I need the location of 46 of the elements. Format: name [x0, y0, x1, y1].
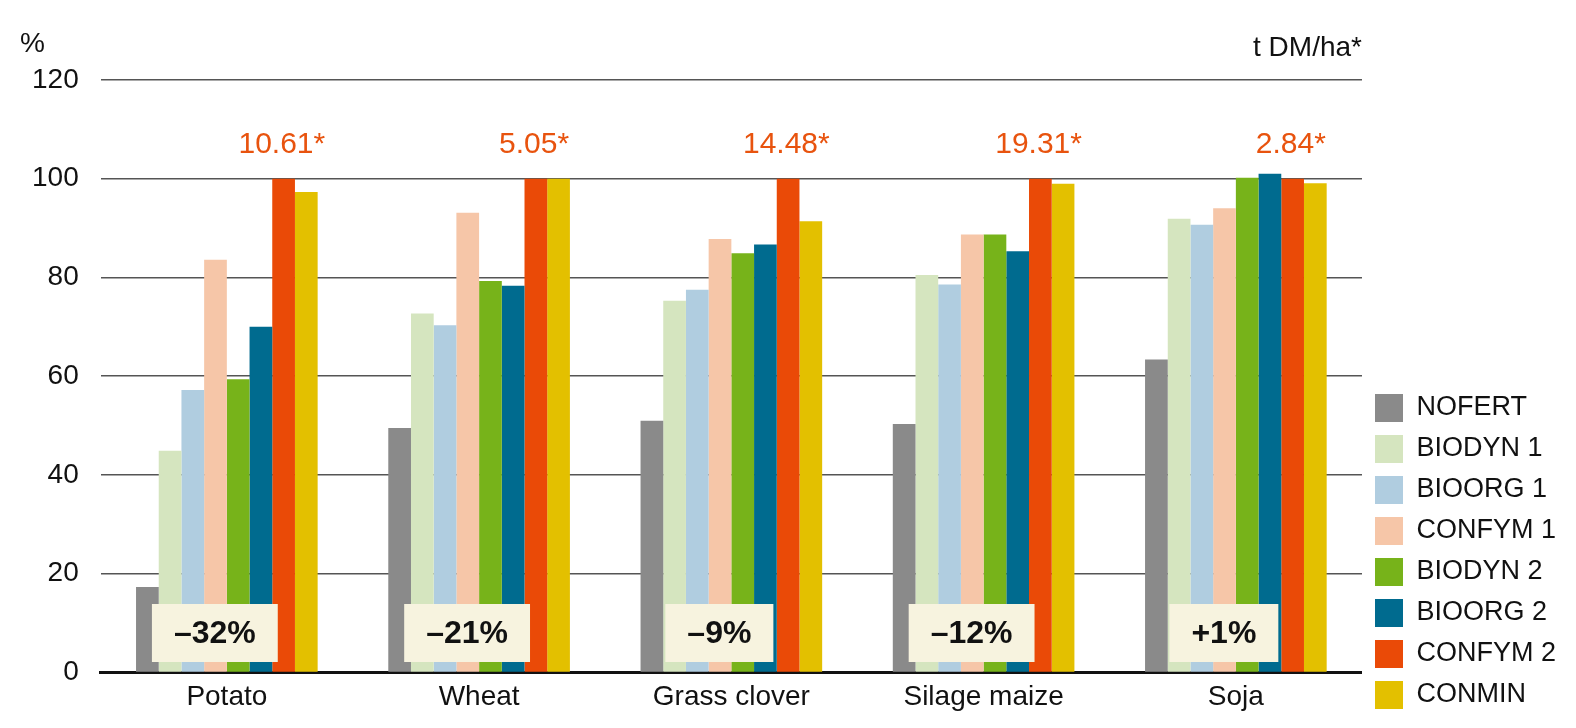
y-tick-label: 0: [63, 655, 79, 687]
bar: [524, 178, 548, 672]
bar: [1303, 183, 1327, 672]
annotation: –21%: [426, 613, 509, 650]
bar: [892, 424, 916, 672]
y-tick-label: 120: [32, 62, 79, 94]
y-axis-title: %: [20, 26, 45, 58]
bar: [776, 178, 800, 672]
legend-label: CONMIN: [1416, 678, 1526, 709]
legend-label: BIOORG 2: [1416, 596, 1548, 627]
legend-label: CONFYM 1: [1416, 514, 1557, 545]
legend-label: BIODYN 2: [1416, 555, 1543, 586]
annotation: 2.84*: [1255, 126, 1327, 160]
annotation: –32%: [173, 613, 256, 650]
bar: [1281, 178, 1304, 672]
y-tick-label: 40: [47, 457, 79, 489]
x-tick-label: Potato: [186, 679, 268, 711]
bar: [294, 192, 318, 672]
annotation: –9%: [687, 613, 752, 650]
bar: [640, 420, 664, 672]
x-tick-label: Grass clover: [652, 679, 810, 711]
x-tick-label: Soja: [1207, 679, 1265, 711]
y-tick-label: 80: [47, 260, 79, 292]
annotation: 19.31*: [995, 126, 1083, 160]
legend-label: BIOORG 1: [1416, 473, 1548, 504]
legend-label: NOFERT: [1416, 391, 1528, 422]
bar: [1051, 183, 1075, 672]
legend-label: CONFYM 2: [1416, 637, 1557, 668]
bar: [1029, 178, 1052, 672]
annotation: +1%: [1191, 613, 1257, 650]
x-tick-label: Wheat: [438, 679, 520, 711]
text: t DM/ha*: [1253, 30, 1363, 62]
bar: [388, 428, 411, 672]
y-tick-label: 100: [32, 161, 79, 193]
legend-label: BIODYN 1: [1416, 432, 1543, 463]
x-tick-label: Silage maize: [903, 679, 1064, 711]
y-tick-label: 60: [47, 358, 79, 390]
bar: [272, 178, 295, 672]
annotation: 14.48*: [742, 126, 831, 160]
annotation: 10.61*: [238, 126, 326, 160]
annotation: 5.05*: [499, 126, 570, 160]
annotation: –12%: [930, 613, 1013, 650]
y-tick-label: 20: [47, 556, 79, 588]
bar: [1145, 359, 1168, 672]
bar: [547, 178, 570, 672]
bar: [799, 221, 823, 672]
